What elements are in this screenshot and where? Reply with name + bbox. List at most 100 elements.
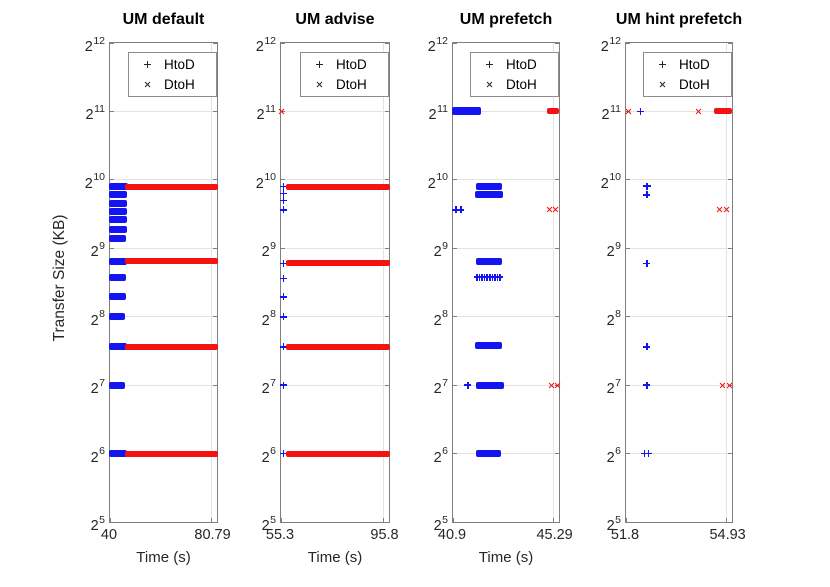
tick-mark bbox=[453, 521, 457, 523]
y-tick-label: 29 bbox=[90, 239, 105, 261]
tick-mark bbox=[626, 384, 630, 386]
gridline bbox=[626, 247, 732, 249]
scatter-point-marker bbox=[550, 205, 560, 215]
gridline bbox=[110, 384, 217, 386]
tick-mark bbox=[385, 179, 389, 181]
gridline bbox=[110, 179, 217, 181]
x-tick-label: 54.93 bbox=[709, 527, 746, 543]
plus-marker-icon bbox=[316, 60, 323, 68]
scatter-point-marker bbox=[279, 190, 287, 198]
y-tick-label: 29 bbox=[606, 239, 621, 261]
scatter-point-marker bbox=[694, 106, 704, 116]
tick-mark bbox=[453, 179, 457, 181]
y-tick-label: 28 bbox=[433, 308, 448, 329]
gridline bbox=[453, 384, 559, 386]
gridline bbox=[383, 43, 385, 522]
y-tick-label: 210 bbox=[427, 171, 448, 192]
tick-mark bbox=[110, 179, 114, 181]
tick-mark bbox=[728, 316, 732, 318]
tick-mark bbox=[452, 518, 454, 522]
y-tick-label: 212 bbox=[84, 34, 105, 55]
scatter-cluster-segment bbox=[475, 191, 504, 199]
x-axis-label: Time (s) bbox=[136, 549, 191, 566]
subplot-um-hint-prefetch: UM hint prefetch HtoD DtoH 51.8 54.93 21… bbox=[601, 0, 746, 587]
tick-mark bbox=[626, 521, 630, 523]
tick-mark bbox=[211, 518, 213, 522]
tick-mark bbox=[213, 42, 217, 44]
gridline bbox=[626, 179, 732, 181]
y-tick-label: 25 bbox=[90, 513, 105, 534]
y-tick-label: 28 bbox=[261, 308, 276, 329]
gridline bbox=[110, 316, 217, 318]
scatter-point-marker bbox=[279, 259, 287, 267]
tick-mark bbox=[555, 42, 559, 44]
y-tick-label: 27 bbox=[433, 376, 448, 397]
legend-label-dtoh: DtoH bbox=[164, 77, 195, 93]
y-tick-label: 27 bbox=[261, 376, 276, 397]
scatter-point-marker bbox=[643, 381, 651, 389]
y-tick-label: 25 bbox=[606, 513, 621, 534]
x-axis-label: Time (s) bbox=[478, 549, 534, 566]
tick-mark bbox=[109, 518, 111, 522]
tick-mark bbox=[728, 521, 732, 523]
subplot-title: UM advise bbox=[295, 11, 375, 28]
subplot-title: UM default bbox=[122, 11, 205, 28]
tick-mark bbox=[213, 179, 217, 181]
tick-mark bbox=[626, 247, 630, 249]
subplot-title: UM prefetch bbox=[459, 11, 553, 28]
tick-mark bbox=[626, 179, 630, 181]
scatter-cluster-segment bbox=[109, 343, 128, 351]
scatter-cluster-segment bbox=[124, 183, 219, 190]
scatter-point-marker bbox=[279, 196, 287, 204]
tick-mark bbox=[453, 316, 457, 318]
tick-mark bbox=[726, 518, 728, 522]
scatter-point-marker bbox=[279, 450, 287, 458]
plus-marker-icon bbox=[486, 60, 493, 68]
scatter-cluster-segment bbox=[109, 257, 128, 265]
scatter-cluster-segment bbox=[285, 260, 391, 267]
scatter-cluster-segment bbox=[476, 183, 503, 191]
gridline bbox=[453, 316, 559, 318]
scatter-point-marker bbox=[643, 259, 651, 267]
cross-marker-icon bbox=[143, 80, 153, 90]
legend-entry-htod: HtoD bbox=[316, 55, 388, 73]
tick-mark bbox=[453, 453, 457, 455]
scatter-cluster-segment bbox=[285, 343, 391, 350]
tick-mark bbox=[110, 42, 114, 44]
y-tick-label: 25 bbox=[261, 513, 276, 534]
gridline bbox=[453, 179, 559, 181]
y-tick-label: 212 bbox=[600, 34, 621, 55]
scatter-point-marker bbox=[279, 274, 287, 282]
tick-mark bbox=[385, 316, 389, 318]
scatter-point-marker bbox=[643, 191, 651, 199]
scatter-cluster-segment bbox=[109, 190, 127, 198]
scatter-cluster-segment bbox=[452, 107, 482, 116]
tick-mark bbox=[281, 42, 285, 44]
legend-label-htod: HtoD bbox=[336, 56, 367, 72]
legend: HtoD DtoH bbox=[128, 52, 217, 97]
scatter-point-marker bbox=[641, 450, 649, 458]
scatter-point-marker bbox=[722, 205, 732, 215]
plus-marker-icon bbox=[144, 60, 151, 68]
scatter-point-marker bbox=[277, 106, 287, 116]
gridline bbox=[110, 247, 217, 249]
gridline bbox=[726, 43, 728, 522]
tick-mark bbox=[555, 316, 559, 318]
legend-entry-htod: HtoD bbox=[486, 55, 558, 73]
gridline bbox=[626, 110, 732, 112]
scatter-point-marker bbox=[645, 450, 653, 458]
tick-mark bbox=[626, 453, 630, 455]
scatter-cluster-segment bbox=[476, 257, 503, 265]
plot-area bbox=[277, 42, 391, 523]
scatter-cluster-segment bbox=[109, 450, 128, 458]
y-tick-label: 26 bbox=[606, 445, 621, 466]
tick-mark bbox=[213, 247, 217, 249]
tick-mark bbox=[728, 247, 732, 249]
legend-entry-dtoh: DtoH bbox=[659, 76, 731, 94]
cross-marker-icon bbox=[315, 80, 325, 90]
tick-mark bbox=[555, 521, 559, 523]
tick-mark bbox=[453, 247, 457, 249]
tick-mark bbox=[281, 179, 285, 181]
tick-mark bbox=[385, 384, 389, 386]
gridline bbox=[626, 384, 732, 386]
